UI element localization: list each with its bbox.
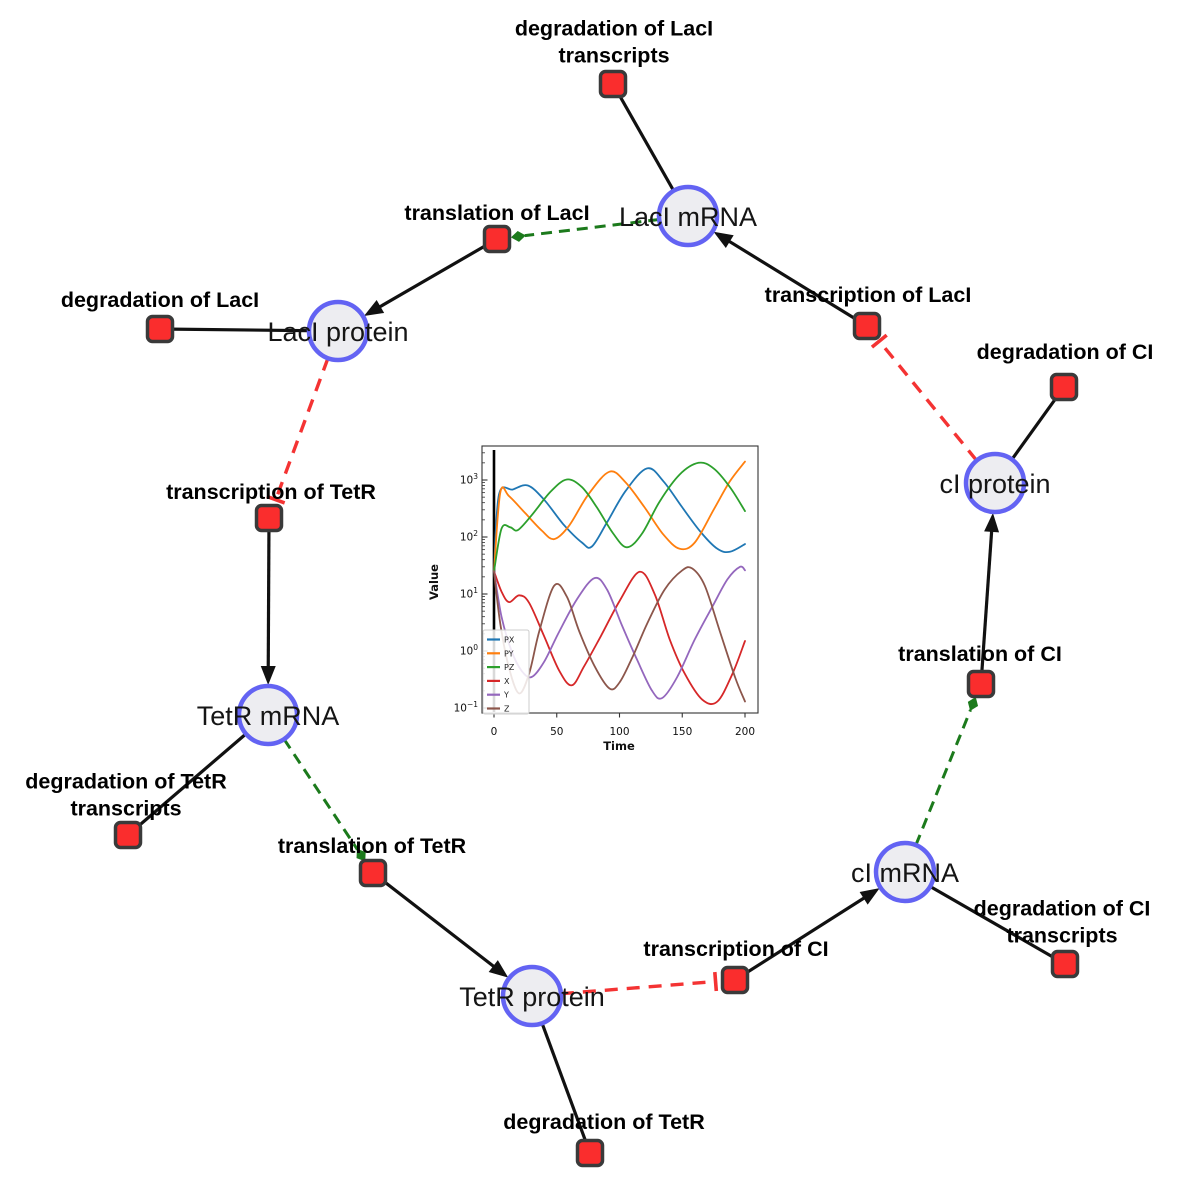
edge-modifier-laci-mrna-to-translation-laci	[510, 217, 660, 242]
species-node-ci-mrna[interactable]	[873, 840, 937, 904]
modifier-diamond-icon	[356, 848, 366, 862]
species-node-tetr-protein[interactable]	[500, 964, 564, 1028]
species-label-laci-mrna: LacI mRNA	[619, 202, 757, 232]
reaction-node-deg-tetr[interactable]	[575, 1138, 605, 1168]
modifier-diamond-icon	[510, 230, 526, 242]
arrowhead-icon	[260, 665, 276, 686]
reaction-label-deg-ci-transcripts: degradation of CI transcripts	[974, 897, 1151, 948]
edge-arrow-translation-tetr-to-tetr-protein	[372, 871, 509, 978]
edge-inhibition-tetr-protein-to-transcription-ci	[560, 971, 719, 996]
edge-inhibition-laci-protein-to-transcription-tetr	[266, 357, 330, 505]
chart-legend: PX PY PZ XYZ	[482, 629, 530, 715]
reaction-label-transcription-ci: transcription of CI	[643, 937, 828, 961]
arrowhead-icon	[984, 512, 1000, 533]
reaction-label-deg-laci: degradation of LacI	[61, 288, 259, 312]
edge-modifier-ci-mrna-to-translation-ci	[914, 696, 979, 846]
reaction-node-translation-laci[interactable]	[482, 224, 512, 254]
edge-modifier-tetr-mrna-to-translation-tetr	[282, 738, 366, 862]
reaction-node-transcription-tetr[interactable]	[254, 503, 284, 533]
reaction-node-transcription-laci[interactable]	[852, 311, 882, 341]
reaction-label-translation-ci: translation of CI	[898, 642, 1062, 666]
species-label-ci-mrna: cI mRNA	[851, 858, 959, 888]
species-node-tetr-mrna[interactable]	[236, 683, 300, 747]
edge-arrow-translation-ci-to-ci-protein	[979, 512, 1000, 685]
reaction-node-deg-laci[interactable]	[145, 314, 175, 344]
x-tick-label: 100	[609, 726, 629, 738]
inhibition-tee-icon	[870, 333, 888, 349]
labels-layer: LacI mRNA LacI protein TetR mRNA TetR prote…	[25, 17, 1153, 1135]
reaction-node-transcription-ci[interactable]	[720, 965, 750, 995]
reaction-label-deg-tetr: degradation of TetR	[503, 1110, 705, 1134]
y-axis-title: Value	[427, 564, 441, 600]
species-node-ci-protein[interactable]	[963, 451, 1027, 515]
legend-label-pz: PZ	[504, 663, 515, 672]
x-tick-label: 200	[735, 726, 755, 738]
species-label-tetr-protein: TetR protein	[459, 982, 605, 1012]
legend-label-z: Z	[504, 705, 510, 714]
reaction-label-transcription-laci: transcription of LacI	[765, 283, 972, 307]
legend-label-px: PX	[504, 636, 515, 645]
edge-arrow-transcription-laci-to-laci-mrna	[713, 231, 868, 328]
arrowhead-icon	[713, 231, 734, 249]
inhibition-tee-icon	[713, 971, 719, 992]
reaction-node-deg-tetr-transcripts[interactable]	[113, 820, 143, 850]
reaction-label-transcription-tetr: transcription of TetR	[166, 480, 376, 504]
reaction-label-translation-laci: translation of LacI	[404, 201, 589, 225]
edge-arrow-translation-laci-to-laci-protein	[363, 237, 498, 316]
x-axis-title: Time	[603, 739, 635, 753]
arrowhead-icon	[859, 888, 880, 905]
chart-series-x	[493, 570, 746, 705]
reaction-node-translation-ci[interactable]	[966, 669, 996, 699]
nodes-layer	[113, 69, 1080, 1168]
x-tick-label: 50	[550, 726, 563, 738]
edge-inhibition-ci-protein-to-transcription-laci	[870, 333, 978, 462]
chart-series-pz	[493, 461, 746, 573]
species-label-tetr-mrna: TetR mRNA	[197, 701, 340, 731]
legend-label-py: PY	[504, 649, 514, 658]
edge-arrow-transcription-tetr-to-tetr-mrna	[260, 517, 276, 686]
chart-series-py	[493, 460, 746, 573]
arrowhead-icon	[488, 960, 509, 978]
inset-chart: 0 50 100 150 20010310210110010−1TimeValuePXP…	[427, 430, 776, 769]
modifier-diamond-icon	[967, 696, 979, 711]
arrowhead-icon	[363, 299, 385, 316]
edge-arrow-transcription-ci-to-ci-mrna	[734, 888, 880, 982]
species-label-laci-protein: LacI protein	[267, 317, 408, 347]
species-label-ci-protein: cI protein	[939, 469, 1050, 499]
reaction-label-deg-tetr-transcripts: degradation of TetR transcripts	[25, 770, 227, 821]
reaction-node-translation-tetr[interactable]	[358, 858, 388, 888]
species-node-laci-protein[interactable]	[306, 299, 370, 363]
legend-label-y: Y	[503, 691, 509, 700]
reaction-node-deg-ci-transcripts[interactable]	[1050, 949, 1080, 979]
reaction-node-deg-laci-transcripts[interactable]	[598, 69, 628, 99]
x-tick-label: 150	[672, 726, 692, 738]
reaction-label-deg-ci: degradation of CI	[977, 340, 1154, 364]
species-node-laci-mrna[interactable]	[656, 184, 720, 248]
legend-label-x: X	[504, 677, 510, 686]
x-tick-label: 0	[491, 726, 498, 738]
reaction-label-deg-laci-transcripts: degradation of LacI transcripts	[515, 17, 713, 68]
reaction-node-deg-ci[interactable]	[1049, 372, 1079, 402]
reaction-label-translation-tetr: translation of TetR	[278, 834, 467, 858]
inhibition-tee-icon	[266, 494, 286, 505]
